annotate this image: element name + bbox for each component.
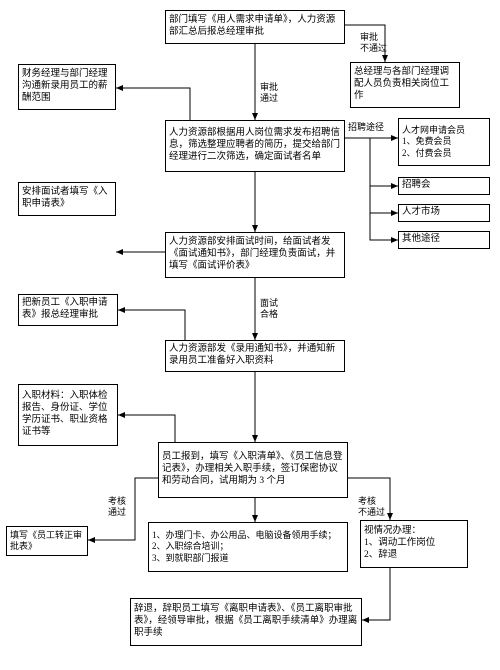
node-resign: 辞退，辞职员工填写《离职申请表》、《员工离职审批表》，经领导审批，根据《员工离职… xyxy=(130,598,362,646)
flowchart-canvas: 部门填写《用人需求申请单》，人力资源部汇总后报总经理审批 财务经理与部门经理沟通… xyxy=(0,0,500,670)
node-gm-assign: 总经理与各部门经理调配人员负责相关岗位工作 xyxy=(350,62,460,108)
node-onboard-docs: 入职材料：入职体检报告、身份证、学位学历证书、职业资格证书等 xyxy=(18,384,118,446)
node-report-gm: 把新员工《入职申请表》报总经理审批 xyxy=(18,294,118,326)
node-fill-entry-form: 安排面试者填写《入职申请表》 xyxy=(18,182,116,216)
label-approve-fail: 审批 不通过 xyxy=(360,32,387,54)
node-channel-other: 其他途径 xyxy=(398,231,490,249)
node-channel-fair: 招聘会 xyxy=(398,177,490,195)
label-channels: 招聘途径 xyxy=(348,122,384,133)
node-channel-market: 人才市场 xyxy=(398,204,490,222)
node-handle-case: 视情况办理： 1、调动工作岗位 2、辞退 xyxy=(360,520,468,568)
node-interview: 人力资源部安排面试时间，给面试者发《面试通知书》，部门经理负责面试，并填写《面试… xyxy=(165,232,345,278)
node-onboard-steps: 1、办理门卡、办公用品、电脑设备领用手续； 2、入职综合培训； 3、到就职部门报… xyxy=(148,522,348,572)
node-post-recruit: 人力资源部根据用人岗位需求发布招聘信息，筛选整理应聘者的简历，提交给部门经理进行… xyxy=(165,120,345,172)
node-regularization: 填写《员工转正审批表》 xyxy=(6,526,88,556)
node-report-in: 员工报到，填写《入职清单》、《员工信息登记表》，办理相关入职手续，签订保密协议和… xyxy=(158,442,348,498)
label-assess-fail: 考核 不通过 xyxy=(358,496,385,518)
label-assess-pass: 考核 通过 xyxy=(108,496,126,518)
node-offer: 人力资源部发《录用通知书》，并通知新录用员工准备好入职资料 xyxy=(165,340,345,372)
node-channel-web: 人才网申请会员 1、免费会员 2、付费会员 xyxy=(398,118,490,166)
label-interview-pass: 面试 合格 xyxy=(260,298,278,320)
node-salary-scope: 财务经理与部门经理沟通新录用员工的薪酬范围 xyxy=(18,64,116,110)
label-approve-pass: 审批 通过 xyxy=(260,82,278,104)
node-request-form: 部门填写《用人需求申请单》，人力资源部汇总后报总经理审批 xyxy=(165,10,345,44)
